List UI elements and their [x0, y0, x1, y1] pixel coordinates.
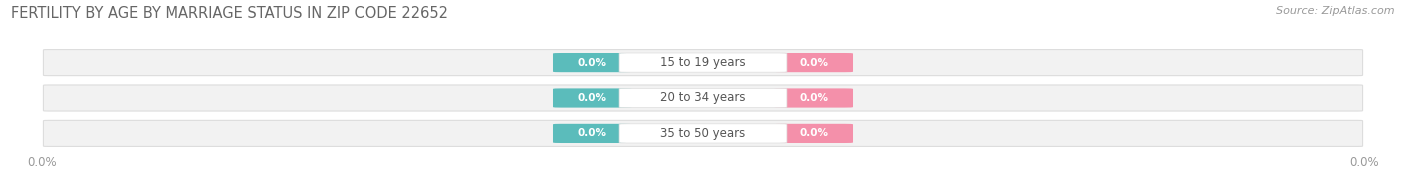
Text: 0.0%: 0.0% — [799, 58, 828, 68]
Text: 15 to 19 years: 15 to 19 years — [661, 56, 745, 69]
FancyBboxPatch shape — [44, 120, 1362, 146]
Text: 0.0%: 0.0% — [578, 93, 607, 103]
FancyBboxPatch shape — [775, 88, 853, 108]
FancyBboxPatch shape — [619, 124, 787, 143]
Text: 20 to 34 years: 20 to 34 years — [661, 92, 745, 104]
FancyBboxPatch shape — [775, 124, 853, 143]
FancyBboxPatch shape — [619, 88, 787, 108]
Text: 0.0%: 0.0% — [799, 128, 828, 138]
Text: 0.0%: 0.0% — [578, 58, 607, 68]
FancyBboxPatch shape — [553, 53, 631, 72]
Text: 0.0%: 0.0% — [578, 128, 607, 138]
FancyBboxPatch shape — [553, 124, 631, 143]
FancyBboxPatch shape — [44, 85, 1362, 111]
Text: 0.0%: 0.0% — [799, 93, 828, 103]
FancyBboxPatch shape — [775, 53, 853, 72]
FancyBboxPatch shape — [619, 53, 787, 72]
Text: Source: ZipAtlas.com: Source: ZipAtlas.com — [1277, 6, 1395, 16]
Text: 35 to 50 years: 35 to 50 years — [661, 127, 745, 140]
Text: FERTILITY BY AGE BY MARRIAGE STATUS IN ZIP CODE 22652: FERTILITY BY AGE BY MARRIAGE STATUS IN Z… — [11, 6, 449, 21]
FancyBboxPatch shape — [553, 88, 631, 108]
FancyBboxPatch shape — [44, 50, 1362, 76]
